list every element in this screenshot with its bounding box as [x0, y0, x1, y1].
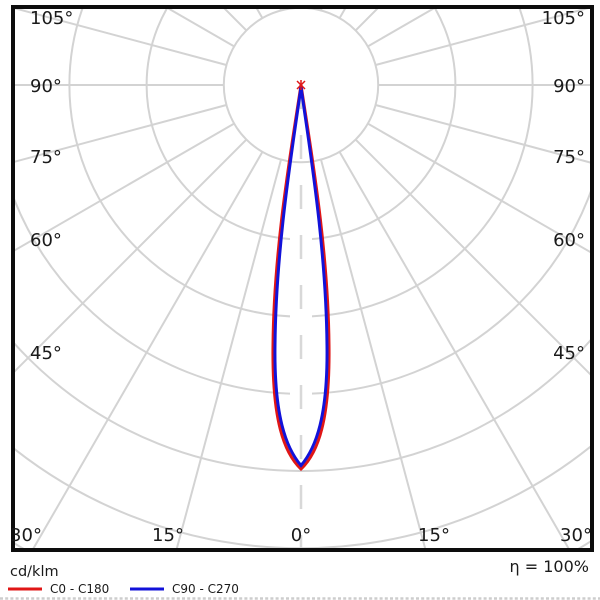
angle-label-bottom-15-right: 15° [418, 525, 450, 546]
legend: cd/klm C0 - C180 C90 - C270 [8, 564, 239, 596]
intensity-curves [271, 80, 331, 472]
angle-labels-left: 105° 90° 75° 60° 45° [30, 8, 73, 364]
angle-label-left-105: 105° [30, 8, 73, 29]
angle-label-left-45: 45° [30, 343, 62, 364]
legend-item-c90-c270: C90 - C270 [130, 582, 239, 596]
angle-label-left-60: 60° [30, 230, 62, 251]
legend-item-c0-c180: C0 - C180 [8, 582, 109, 596]
curve-c0-c180 [271, 84, 331, 472]
angle-label-bottom-15-left: 15° [152, 525, 184, 546]
angle-labels-bottom: 30° 15° 0° 15° 30° [10, 525, 592, 546]
legend-units-label: cd/klm [10, 564, 59, 580]
efficiency-label: η = 100% [510, 557, 589, 576]
angle-labels-right: 105° 90° 75° 60° 45° [542, 8, 585, 364]
chart-border [11, 5, 594, 552]
angle-label-left-90: 90° [30, 76, 62, 97]
angle-label-bottom-30-left: 30° [10, 525, 42, 546]
angle-label-left-75: 75° [30, 147, 62, 168]
angle-label-right-90: 90° [553, 76, 585, 97]
legend-label-c90-c270: C90 - C270 [172, 582, 239, 596]
angle-label-right-105: 105° [542, 8, 585, 29]
angle-label-right-60: 60° [553, 230, 585, 251]
angle-label-right-45: 45° [553, 343, 585, 364]
peak-marker-icon [296, 80, 306, 90]
curve-c90-c270 [273, 86, 329, 468]
angle-label-right-75: 75° [553, 147, 585, 168]
legend-label-c0-c180: C0 - C180 [50, 582, 109, 596]
angle-label-bottom-30-right: 30° [560, 525, 592, 546]
angle-label-bottom-0: 0° [291, 525, 311, 546]
